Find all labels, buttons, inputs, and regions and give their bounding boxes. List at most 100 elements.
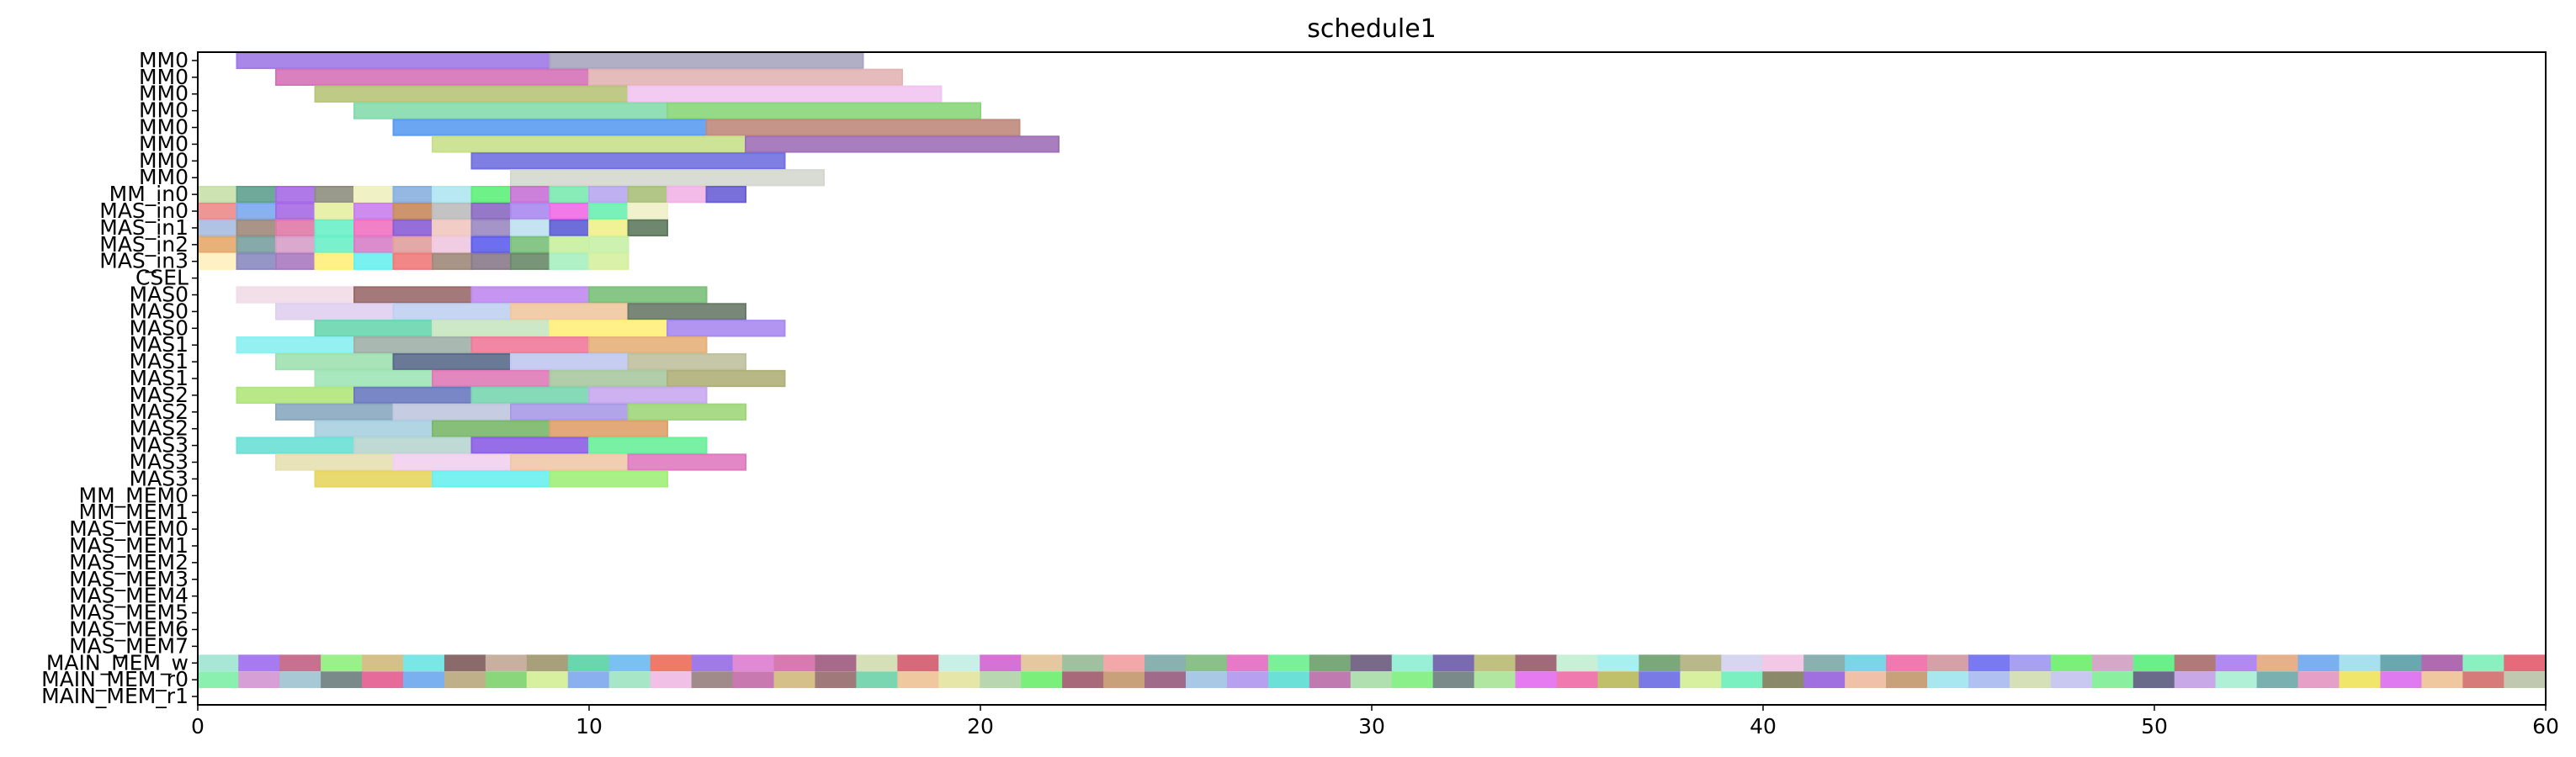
task-bar (275, 303, 395, 320)
task-bar (275, 236, 316, 253)
task-bar (1350, 654, 1394, 672)
task-bar (197, 185, 238, 204)
task-bar (549, 470, 668, 488)
task-bar (392, 236, 433, 253)
y-tick-label: MAS_in2 (99, 232, 189, 257)
task-bar (2504, 671, 2547, 689)
task-bar (549, 420, 668, 437)
task-bar (588, 202, 629, 220)
task-bar (627, 403, 746, 421)
task-bar (1145, 654, 1187, 672)
task-bar (745, 135, 1060, 153)
task-bar (732, 671, 776, 689)
y-tick-label: MM0 (139, 115, 189, 140)
task-bar (432, 185, 473, 204)
task-bar (470, 202, 512, 220)
task-bar (314, 420, 433, 437)
task-bar (1597, 671, 1640, 689)
y-tick-label: MAIN_MEM_w (46, 650, 189, 675)
x-tick-label: 10 (576, 714, 603, 738)
task-bar (510, 169, 825, 187)
y-tick-label: MAS0 (130, 299, 189, 323)
task-bar (236, 437, 355, 454)
task-bar (236, 202, 277, 220)
task-bar (279, 654, 322, 672)
task-bar (2174, 671, 2217, 689)
task-bar (2297, 654, 2341, 672)
task-bar (1309, 654, 1352, 672)
task-bar (402, 671, 446, 689)
y-tick-label: MAS_MEM3 (69, 567, 189, 591)
task-bar (627, 219, 668, 237)
task-bar (691, 654, 735, 672)
task-bar (353, 386, 473, 405)
task-bar (1062, 654, 1105, 672)
task-bar (392, 119, 708, 136)
task-bar (392, 185, 433, 204)
task-bar (470, 185, 512, 204)
task-bar (353, 202, 395, 220)
task-bar (238, 671, 281, 689)
task-bar (815, 671, 858, 689)
task-bar (567, 671, 611, 689)
task-bar (2091, 654, 2135, 672)
plot-frame (197, 51, 2547, 706)
task-bar (1927, 654, 1970, 672)
x-tick-label: 50 (2141, 714, 2168, 738)
task-bar (443, 671, 487, 689)
x-tick-label: 40 (1750, 714, 1777, 738)
task-bar (197, 654, 240, 672)
task-bar (1556, 654, 1599, 672)
task-bar (275, 68, 590, 86)
y-tick-label: MAS_MEM4 (69, 584, 189, 608)
task-bar (275, 453, 395, 471)
y-tick-label: MAIN_MEM_r1 (41, 684, 189, 708)
task-bar (353, 286, 473, 304)
task-bar (238, 654, 281, 672)
task-bar (353, 185, 395, 204)
y-tick-label: MM_MEM0 (79, 483, 189, 507)
task-bar (432, 252, 473, 270)
task-bar (392, 252, 433, 270)
task-bar (856, 654, 899, 672)
task-bar (2504, 654, 2547, 672)
task-bar (432, 470, 551, 488)
task-bar (1721, 654, 1764, 672)
task-bar (897, 654, 940, 672)
task-bar (2133, 671, 2176, 689)
task-bar (627, 352, 746, 371)
task-bar (1762, 654, 1805, 672)
task-bar (197, 671, 240, 689)
task-bar (588, 68, 903, 86)
task-bar (1185, 654, 1229, 672)
task-bar (667, 320, 786, 337)
task-bar (510, 352, 629, 371)
task-bar (443, 654, 487, 672)
task-bar (2421, 671, 2464, 689)
y-tick-label: MAS1 (130, 349, 189, 373)
task-bar (197, 219, 238, 237)
task-bar (1474, 671, 1517, 689)
y-tick-label: MAS2 (130, 400, 189, 424)
task-bar (1103, 654, 1146, 672)
task-bar (1845, 671, 1888, 689)
task-bar (236, 336, 355, 354)
task-bar (2339, 671, 2382, 689)
task-bar (1226, 671, 1270, 689)
task-bar (2380, 654, 2423, 672)
task-bar (432, 135, 746, 153)
task-bar (627, 202, 668, 220)
y-axis: MM0MM0MM0MM0MM0MM0MM0MM0MM_in0MAS_in0MAS… (41, 48, 198, 708)
task-bar (470, 336, 590, 354)
task-bar (938, 671, 981, 689)
y-tick-label: MAS_in0 (99, 199, 189, 223)
task-bar (392, 303, 512, 320)
task-bar (402, 654, 446, 672)
task-bar (1391, 671, 1435, 689)
task-bar (485, 671, 528, 689)
task-bar (432, 369, 551, 388)
y-tick-label: MAS_MEM6 (69, 617, 189, 641)
task-bar (588, 336, 708, 354)
